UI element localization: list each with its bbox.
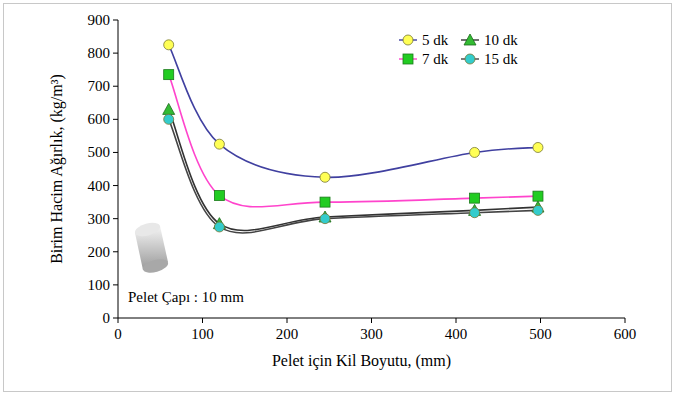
legend: 5 dk 7 dk 10 dk 15 dk (399, 32, 518, 67)
series-line (169, 45, 538, 178)
y-tick (113, 284, 118, 285)
y-tick-label: 0 (103, 310, 111, 326)
y-tick (113, 318, 118, 319)
y-tick (113, 218, 118, 219)
data-point (470, 208, 480, 218)
y-tick (113, 251, 118, 252)
x-tick (625, 318, 626, 323)
data-point (470, 147, 480, 157)
chart: 0 100 200 300 400 500 600 700 800 900 0 100 200 300 40… (0, 0, 675, 395)
legend-marker (464, 34, 476, 45)
frame (4, 4, 672, 392)
data-point (164, 40, 174, 50)
annotation: Pelet Çapı : 10 mm (128, 289, 244, 305)
y-tick (113, 119, 118, 120)
pellet-bottom (141, 257, 169, 276)
y-tick (113, 20, 118, 21)
y-tick (113, 86, 118, 87)
data-point (214, 139, 224, 149)
y-axis (118, 20, 119, 318)
pellet-icon (133, 220, 169, 275)
x-tick (202, 318, 203, 323)
data-point (163, 103, 175, 114)
legend-marker (465, 54, 475, 64)
y-axis-title: Birim Hacim Ağırlık, (kg/m³) (48, 74, 66, 264)
data-point (320, 172, 330, 182)
x-tick-label: 600 (614, 326, 637, 342)
series-line (169, 119, 538, 233)
x-tick (118, 318, 119, 323)
y-tick-label: 100 (88, 277, 111, 293)
data-point (164, 114, 174, 124)
y-tick (113, 152, 118, 153)
y-tick-label: 700 (88, 78, 111, 94)
data-point (533, 191, 543, 201)
data-point (164, 70, 174, 80)
data-point (533, 205, 543, 215)
y-tick-label: 200 (88, 244, 111, 260)
x-tick-label: 100 (191, 326, 214, 342)
y-tick-label: 900 (88, 12, 111, 28)
x-tick-label: 500 (529, 326, 552, 342)
legend-label: 10 dk (484, 32, 518, 48)
x-tick-label: 400 (445, 326, 468, 342)
x-axis-title: Pelet için Kil Boyutu, (mm) (272, 352, 451, 370)
x-tick (456, 318, 457, 323)
legend-marker (403, 35, 413, 45)
x-tick-label: 0 (114, 326, 122, 342)
legend-marker (403, 54, 413, 64)
x-tick-label: 300 (360, 326, 383, 342)
series-line (169, 75, 538, 207)
x-tick (540, 318, 541, 323)
y-tick-label: 300 (88, 211, 111, 227)
plot-area (163, 40, 544, 233)
pellet-top (133, 220, 161, 239)
y-tick-label: 600 (88, 111, 111, 127)
y-tick-label: 500 (88, 144, 111, 160)
x-tick (287, 318, 288, 323)
data-point (214, 190, 224, 200)
x-tick-label: 200 (276, 326, 299, 342)
x-tick (371, 318, 372, 323)
legend-label: 5 dk (422, 32, 449, 48)
data-point (533, 142, 543, 152)
data-point (470, 193, 480, 203)
data-point (320, 214, 330, 224)
data-point (214, 222, 224, 232)
legend-label: 7 dk (422, 51, 449, 67)
data-point (320, 197, 330, 207)
y-tick-label: 800 (88, 45, 111, 61)
y-tick-label: 400 (88, 178, 111, 194)
y-tick (113, 53, 118, 54)
y-tick (113, 185, 118, 186)
legend-label: 15 dk (484, 51, 518, 67)
